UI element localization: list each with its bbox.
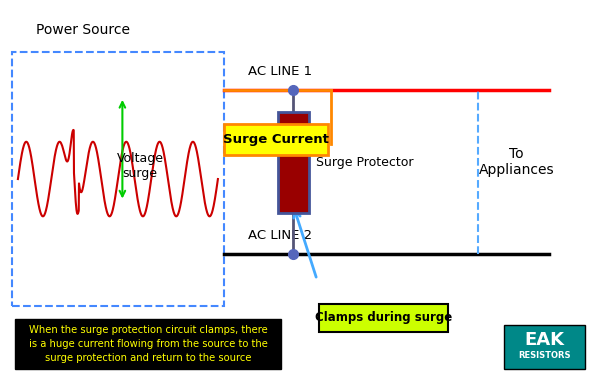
Text: Power Source: Power Source bbox=[36, 23, 130, 37]
Bar bbox=[224, 124, 328, 155]
Text: To
Appliances: To Appliances bbox=[479, 147, 554, 177]
Text: When the surge protection circuit clamps, there
is a huge current flowing from t: When the surge protection circuit clamps… bbox=[29, 325, 267, 363]
Text: RESISTORS: RESISTORS bbox=[518, 351, 571, 360]
Bar bbox=[12, 52, 224, 306]
Bar bbox=[278, 112, 309, 213]
Bar bbox=[319, 304, 448, 332]
Bar bbox=[15, 319, 281, 369]
Text: AC LINE 2: AC LINE 2 bbox=[248, 229, 312, 242]
Text: Clamps during surge: Clamps during surge bbox=[315, 311, 453, 324]
Text: Surge Current: Surge Current bbox=[223, 133, 329, 145]
Bar bbox=[504, 325, 585, 369]
Text: EAK: EAK bbox=[524, 331, 565, 349]
Text: Voltage
surge: Voltage surge bbox=[117, 152, 164, 180]
Text: AC LINE 1: AC LINE 1 bbox=[248, 65, 312, 78]
Text: Surge Protector: Surge Protector bbox=[316, 156, 414, 169]
